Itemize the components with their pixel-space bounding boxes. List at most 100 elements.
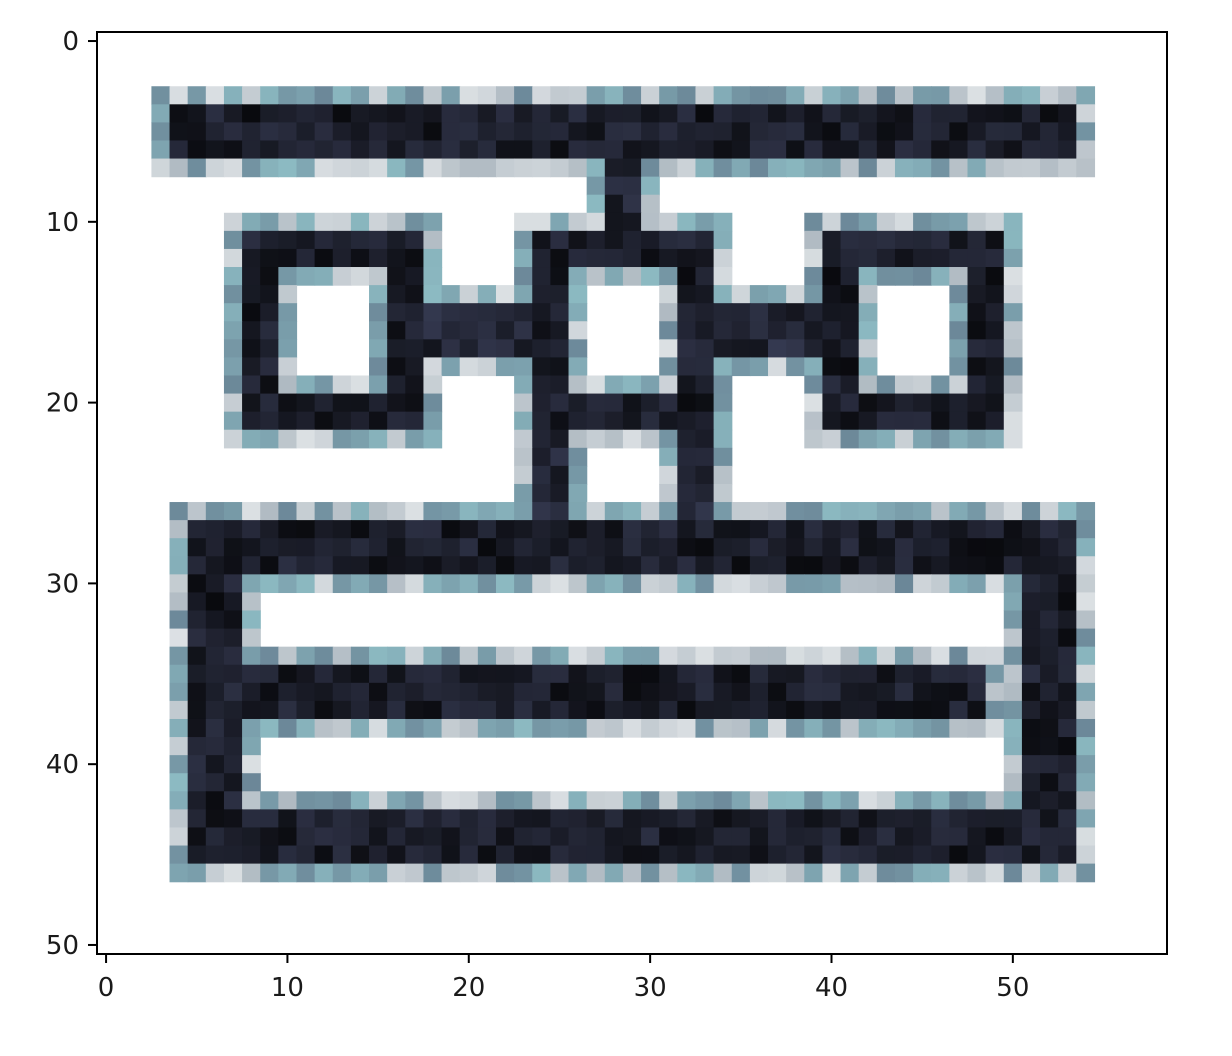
heatmap-cell: [387, 791, 406, 810]
heatmap-cell: [550, 809, 570, 829]
heatmap-cell: [695, 248, 715, 268]
heatmap-cell: [242, 230, 261, 250]
heatmap-cell: [405, 104, 425, 123]
heatmap-cell: [441, 158, 461, 178]
heatmap-cell: [1003, 538, 1023, 557]
heatmap-cell: [804, 791, 824, 810]
heatmap-cell: [187, 737, 207, 756]
heatmap-cell: [495, 556, 515, 575]
heatmap-cell: [205, 610, 225, 630]
heatmap-cell: [622, 230, 642, 250]
heatmap-cell: [604, 664, 624, 684]
heatmap-cell: [387, 86, 406, 105]
heatmap-cell: [894, 520, 914, 539]
heatmap-cell: [586, 791, 606, 810]
heatmap-cell: [296, 212, 316, 232]
heatmap-cell: [804, 321, 824, 340]
heatmap-cell: [786, 646, 805, 666]
heatmap-cell: [1021, 700, 1041, 720]
heatmap-cell: [677, 574, 697, 594]
heatmap-cell: [260, 158, 279, 178]
heatmap-cell: [532, 357, 551, 377]
heatmap-cell: [622, 845, 642, 865]
heatmap-cell: [749, 502, 769, 521]
heatmap-cell: [731, 140, 751, 160]
heatmap-cell: [1058, 682, 1077, 702]
heatmap-cell: [840, 357, 860, 377]
heatmap-cell: [296, 718, 316, 738]
heatmap-cell: [550, 664, 570, 684]
y-tick-label: 40: [46, 750, 79, 780]
heatmap-cell: [514, 303, 533, 322]
heatmap-cell: [931, 718, 950, 738]
heatmap-cell: [641, 104, 660, 123]
heatmap-cell: [205, 737, 225, 756]
heatmap-cell: [187, 158, 207, 178]
heatmap-cell: [659, 285, 678, 304]
heatmap-cell: [242, 556, 261, 575]
heatmap-cell: [387, 664, 406, 684]
heatmap-cell: [749, 520, 769, 539]
heatmap-cell: [985, 863, 1005, 883]
heatmap-cell: [1076, 556, 1096, 575]
heatmap-cell: [913, 845, 932, 865]
heatmap-cell: [949, 122, 969, 142]
heatmap-cell: [731, 682, 751, 702]
heatmap-cell: [278, 140, 298, 160]
heatmap-cell: [1076, 809, 1096, 829]
heatmap-cell: [514, 411, 533, 431]
heatmap-cell: [858, 827, 878, 847]
heatmap-cell: [768, 339, 787, 359]
heatmap-cell: [532, 411, 551, 431]
heatmap-cell: [641, 809, 660, 829]
heatmap-cell: [641, 411, 660, 431]
heatmap-cell: [604, 556, 624, 575]
heatmap-cell: [659, 339, 678, 359]
heatmap-cell: [260, 212, 279, 232]
heatmap-cell: [622, 140, 642, 160]
heatmap-cell: [840, 682, 860, 702]
heatmap-cell: [260, 863, 279, 883]
heatmap-cell: [695, 230, 715, 250]
heatmap-cell: [423, 718, 443, 738]
heatmap-cell: [187, 827, 207, 847]
heatmap-cell: [296, 845, 316, 865]
heatmap-cell: [1058, 827, 1077, 847]
heatmap-cell: [260, 230, 279, 250]
heatmap-cell: [169, 140, 189, 160]
heatmap-cell: [786, 863, 805, 883]
heatmap-cell: [223, 809, 243, 829]
heatmap-cell: [568, 483, 588, 503]
heatmap-cell: [641, 556, 660, 575]
heatmap-cell: [477, 809, 497, 829]
heatmap-cell: [659, 393, 678, 413]
heatmap-cell: [985, 827, 1005, 847]
heatmap-cell: [532, 248, 551, 268]
heatmap-cell: [695, 393, 715, 413]
heatmap-cell: [369, 212, 388, 232]
heatmap-cell: [514, 809, 533, 829]
heatmap-cell: [659, 700, 678, 720]
heatmap-cell: [532, 809, 551, 829]
heatmap-cell: [949, 700, 969, 720]
heatmap-cell: [568, 212, 588, 232]
heatmap-cell: [223, 248, 243, 268]
heatmap-cell: [677, 230, 697, 250]
heatmap-cell: [387, 357, 406, 377]
heatmap-cell: [967, 809, 987, 829]
heatmap-cell: [840, 248, 860, 268]
heatmap-cell: [550, 538, 570, 557]
heatmap-cell: [441, 86, 461, 105]
heatmap-cell: [278, 520, 298, 539]
heatmap-cell: [731, 574, 751, 594]
heatmap-cell: [804, 538, 824, 557]
heatmap-cell: [894, 429, 914, 449]
heatmap-cell: [532, 556, 551, 575]
heatmap-cell: [677, 520, 697, 539]
heatmap-cell: [822, 646, 842, 666]
heatmap-cell: [369, 863, 388, 883]
heatmap-cell: [423, 556, 443, 575]
heatmap-cell: [749, 863, 769, 883]
heatmap-cell: [985, 664, 1005, 684]
heatmap-cell: [894, 86, 914, 105]
